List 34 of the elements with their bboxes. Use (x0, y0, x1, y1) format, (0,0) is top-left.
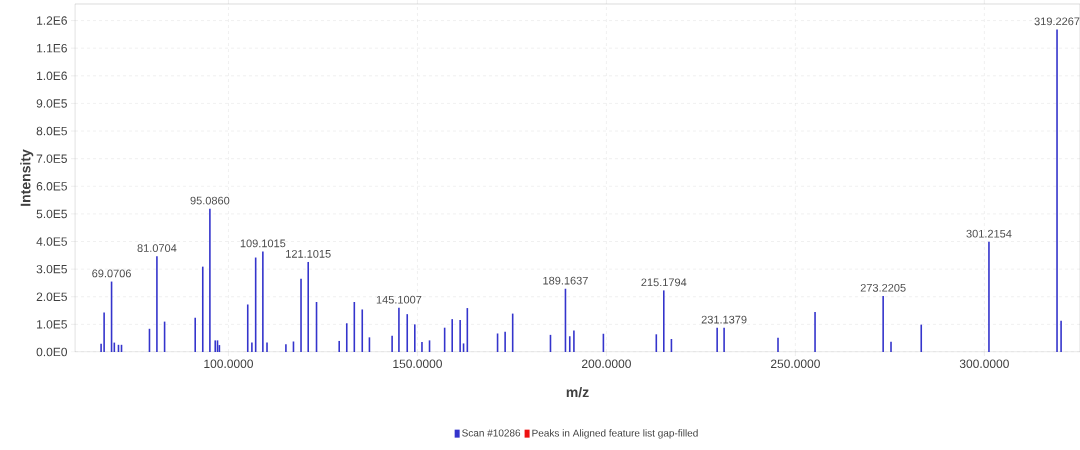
y-tick-label: 1.1E6 (37, 43, 67, 53)
x-tick-label: 300.0000 (959, 359, 1009, 369)
legend-label: Scan #10286 (462, 429, 521, 437)
legend-label: Peaks in Aligned feature list gap-filled (532, 429, 698, 439)
x-tick-label: 250.0000 (770, 359, 820, 369)
annotation: 95.0860 (190, 196, 230, 205)
y-axis-title: Intensity (20, 149, 34, 206)
y-tick-label: 1.0E5 (37, 320, 67, 329)
annotation: 319.2267 (1034, 17, 1080, 26)
annotation: 301.2154 (966, 229, 1012, 238)
annotation: 231.1379 (701, 315, 747, 324)
y-tick-label: 7.0E5 (36, 154, 67, 163)
y-tick-label: 3.0E5 (36, 264, 67, 274)
x-tick-label: 100.0000 (204, 359, 254, 369)
y-tick-label: 8.0E5 (36, 126, 67, 136)
y-tick-label: 4.0E5 (36, 237, 67, 246)
annotation: 109.1015 (240, 239, 286, 248)
y-tick-label: 9.0E5 (36, 99, 67, 108)
y-tick-label: 5.0E5 (36, 209, 67, 219)
y-tick-label: 0.0E0 (36, 347, 68, 357)
annotation: 69.0706 (92, 269, 131, 278)
y-tick-label: 6.0E5 (36, 182, 67, 191)
annotation: 189.1637 (543, 276, 588, 285)
annotation: 121.1015 (286, 249, 331, 258)
y-tick-label: 2.0E5 (36, 292, 67, 301)
annotation: 145.1007 (376, 295, 422, 304)
x-tick-label: 150.0000 (393, 359, 442, 369)
y-tick-label: 1.2E6 (37, 16, 67, 25)
annotation: 215.1794 (641, 278, 687, 287)
x-tick-label: 200.0000 (581, 359, 631, 369)
x-axis-title: m/z (566, 386, 589, 398)
annotation: 81.0704 (137, 244, 177, 252)
annotation: 273.2205 (860, 283, 906, 292)
y-tick-label: 1.0E6 (37, 71, 67, 81)
